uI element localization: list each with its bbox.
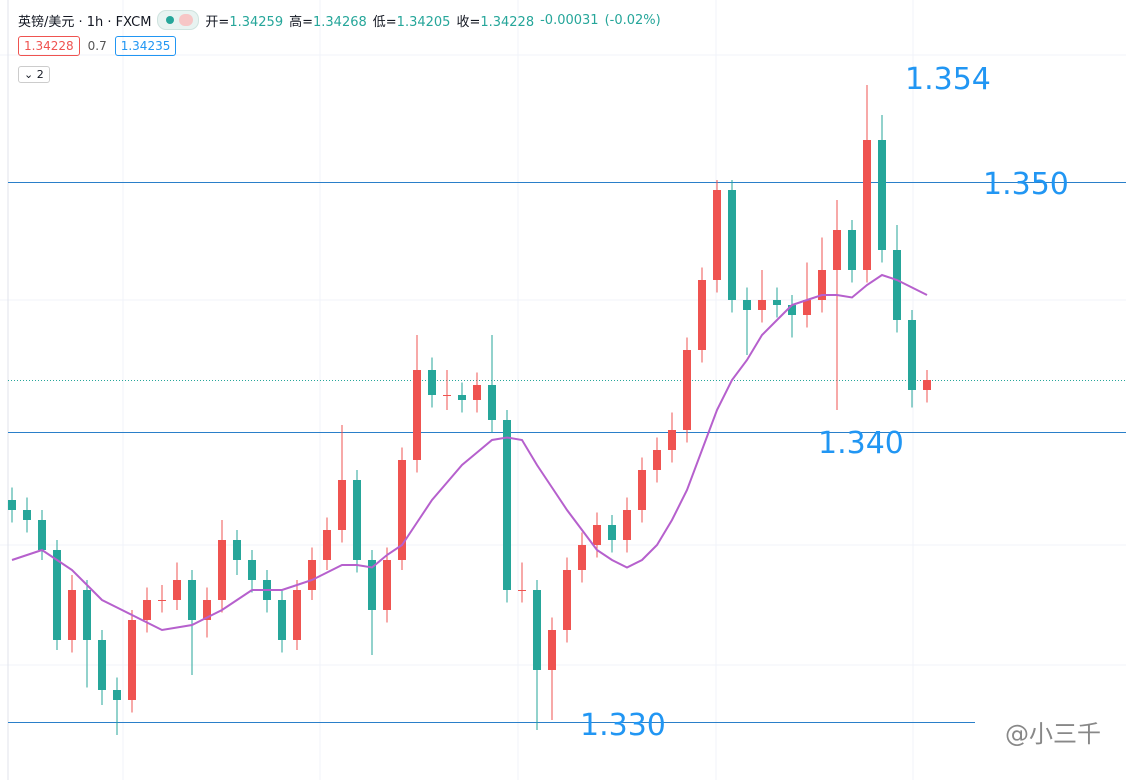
candle-body bbox=[548, 630, 556, 670]
candle-body bbox=[758, 300, 766, 310]
candle-body bbox=[698, 280, 706, 350]
price-annotation: 1.340 bbox=[818, 426, 904, 461]
candle-body bbox=[803, 300, 811, 315]
change-pct: (-0.02%) bbox=[604, 12, 661, 28]
candle-body bbox=[233, 540, 241, 560]
candle-body bbox=[248, 560, 256, 580]
candle-body bbox=[473, 385, 481, 400]
low-value: 1.34205 bbox=[396, 14, 451, 30]
candle-body bbox=[38, 520, 46, 550]
candle-body bbox=[578, 545, 586, 570]
candle-body bbox=[308, 560, 316, 590]
candle-body bbox=[8, 500, 16, 510]
indicator-count: 2 bbox=[36, 68, 44, 81]
status-toggle[interactable] bbox=[157, 10, 200, 30]
close-value: 1.34228 bbox=[480, 14, 535, 30]
price-annotation: 1.354 bbox=[905, 62, 991, 97]
candle-body bbox=[158, 600, 166, 601]
indicator-toggle[interactable]: ⌄ 2 bbox=[18, 66, 50, 83]
candle-body bbox=[278, 600, 286, 640]
price-annotation: 1.350 bbox=[983, 167, 1069, 202]
candle-body bbox=[923, 380, 931, 390]
high-value: 1.34268 bbox=[313, 14, 367, 30]
candle-body bbox=[848, 230, 856, 270]
buy-button[interactable]: 1.34235 bbox=[114, 36, 177, 56]
candle-body bbox=[623, 510, 631, 540]
candle-body bbox=[413, 370, 421, 460]
candle-body bbox=[533, 590, 541, 670]
candle-body bbox=[653, 450, 661, 470]
candle-body bbox=[173, 580, 181, 600]
candle-body bbox=[743, 300, 751, 310]
candle-body bbox=[203, 600, 211, 620]
candle-body bbox=[398, 460, 406, 560]
candle-body bbox=[638, 470, 646, 510]
high-label: 高= bbox=[289, 14, 313, 30]
candle-body bbox=[128, 620, 136, 700]
watermark: @小三千 bbox=[1005, 720, 1101, 748]
candle-body bbox=[53, 550, 61, 640]
candle-body bbox=[113, 690, 121, 700]
candle-body bbox=[293, 590, 301, 640]
candle-body bbox=[353, 480, 361, 560]
candle-body bbox=[788, 305, 796, 315]
candle-body bbox=[68, 590, 76, 640]
candle-body bbox=[488, 385, 496, 420]
candle-body bbox=[143, 600, 151, 620]
candle-body bbox=[818, 270, 826, 300]
candle-body bbox=[608, 525, 616, 540]
close-label: 收= bbox=[456, 14, 481, 30]
candle-body bbox=[878, 140, 886, 250]
candle-body bbox=[563, 570, 571, 630]
trade-bar: 1.34228 0.7 1.34235 bbox=[18, 36, 177, 56]
candle-body bbox=[863, 140, 871, 270]
candle-body bbox=[683, 350, 691, 430]
candle-body bbox=[728, 190, 736, 300]
open-label: 开= bbox=[205, 14, 230, 30]
moving-average bbox=[11, 273, 928, 632]
candle-body bbox=[23, 510, 31, 520]
candle-body bbox=[713, 190, 721, 280]
candle-body bbox=[458, 395, 466, 400]
candle-body bbox=[383, 560, 391, 610]
candle-body bbox=[323, 530, 331, 560]
candle-body bbox=[908, 320, 916, 390]
candle-body bbox=[188, 580, 196, 620]
candle-body bbox=[98, 640, 106, 690]
candle-body bbox=[218, 540, 226, 600]
sell-button[interactable]: 1.34228 bbox=[18, 36, 80, 56]
candle-body bbox=[368, 560, 376, 610]
candle-body bbox=[893, 250, 901, 320]
candle-body bbox=[668, 430, 676, 450]
candle-body bbox=[518, 590, 526, 591]
legend-header: 英镑/美元 · 1h · FXCM 开=1.34259 高=1.34268 低=… bbox=[18, 10, 661, 30]
candle-body bbox=[773, 300, 781, 305]
low-label: 低= bbox=[372, 14, 397, 30]
candle-body bbox=[428, 370, 436, 395]
candle-body bbox=[593, 525, 601, 545]
candle-body bbox=[503, 420, 511, 590]
candle-body bbox=[83, 590, 91, 640]
open-value: 1.34259 bbox=[229, 14, 284, 30]
symbol[interactable]: 英镑/美元 · 1h · FXCM bbox=[18, 14, 152, 30]
candle-body bbox=[338, 480, 346, 530]
candle-body bbox=[833, 230, 841, 270]
price-annotation: 1.330 bbox=[580, 708, 666, 743]
candle-body bbox=[443, 395, 451, 396]
spread: 0.7 bbox=[87, 39, 107, 53]
change: -0.00031 bbox=[540, 12, 599, 28]
